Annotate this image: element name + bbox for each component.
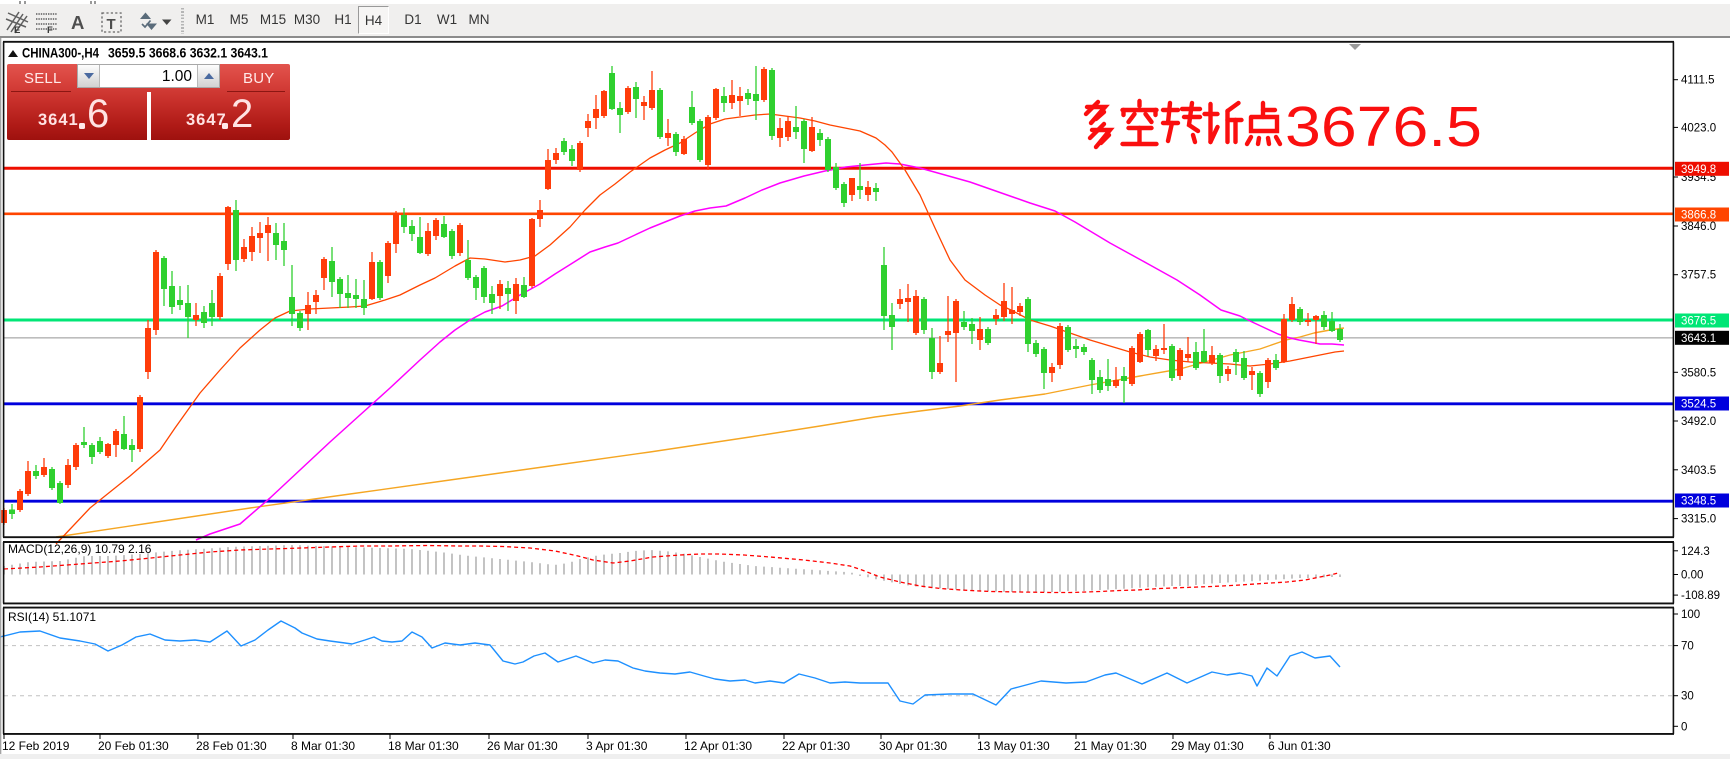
svg-text:3866.8: 3866.8 — [1681, 210, 1716, 222]
svg-text:3676.5: 3676.5 — [1285, 95, 1482, 159]
svg-text:3348.5: 3348.5 — [1681, 496, 1716, 508]
svg-text:0.00: 0.00 — [1681, 570, 1703, 582]
svg-text:70: 70 — [1681, 641, 1694, 653]
svg-text:F: F — [47, 25, 53, 36]
svg-text:3492.0: 3492.0 — [1681, 416, 1716, 428]
svg-text:21 May 01:30: 21 May 01:30 — [1074, 739, 1147, 753]
svg-text:4111.5: 4111.5 — [1681, 75, 1714, 87]
svg-text:3580.5: 3580.5 — [1681, 367, 1716, 379]
svg-text:E: E — [14, 25, 20, 36]
svg-text:28 Feb 01:30: 28 Feb 01:30 — [196, 739, 267, 753]
svg-text:20 Feb 01:30: 20 Feb 01:30 — [98, 739, 169, 753]
svg-text:12 Feb 2019: 12 Feb 2019 — [2, 739, 70, 753]
svg-text:3757.5: 3757.5 — [1681, 270, 1716, 282]
svg-text:0: 0 — [1681, 721, 1687, 733]
svg-text:MACD(12,26,9) 10.79 2.16: MACD(12,26,9) 10.79 2.16 — [8, 542, 152, 556]
svg-text:3846.0: 3846.0 — [1681, 221, 1716, 233]
svg-text:18 Mar 01:30: 18 Mar 01:30 — [388, 739, 459, 753]
svg-text:A: A — [71, 12, 84, 33]
svg-text:124.3: 124.3 — [1681, 546, 1710, 558]
svg-text:3949.8: 3949.8 — [1681, 164, 1716, 176]
svg-text:29 May 01:30: 29 May 01:30 — [1171, 739, 1244, 753]
svg-text:13 May 01:30: 13 May 01:30 — [977, 739, 1050, 753]
svg-text:22 Apr 01:30: 22 Apr 01:30 — [782, 739, 850, 753]
svg-text:30 Apr 01:30: 30 Apr 01:30 — [879, 739, 947, 753]
svg-text:12 Apr 01:30: 12 Apr 01:30 — [684, 739, 752, 753]
svg-text:30: 30 — [1681, 691, 1694, 703]
svg-text:T: T — [107, 16, 116, 33]
svg-text:3643.1: 3643.1 — [1681, 333, 1716, 345]
svg-text:RSI(14) 51.1071: RSI(14) 51.1071 — [8, 610, 96, 624]
svg-text:100: 100 — [1681, 609, 1700, 621]
svg-text:3315.0: 3315.0 — [1681, 514, 1716, 526]
svg-text:8 Mar 01:30: 8 Mar 01:30 — [291, 739, 355, 753]
svg-text:3 Apr 01:30: 3 Apr 01:30 — [586, 739, 648, 753]
svg-text:26 Mar 01:30: 26 Mar 01:30 — [487, 739, 558, 753]
svg-text:3403.5: 3403.5 — [1681, 465, 1716, 477]
svg-text:6 Jun 01:30: 6 Jun 01:30 — [1268, 739, 1331, 753]
svg-text:3524.5: 3524.5 — [1681, 399, 1716, 411]
svg-text:4023.0: 4023.0 — [1681, 122, 1716, 134]
svg-text:-108.89: -108.89 — [1681, 590, 1720, 602]
svg-text:CHINA300-,H4: CHINA300-,H4 — [22, 46, 99, 61]
svg-text:3676.5: 3676.5 — [1681, 316, 1716, 328]
svg-text:3659.5 3668.6 3632.1 3643.1: 3659.5 3668.6 3632.1 3643.1 — [108, 46, 268, 61]
